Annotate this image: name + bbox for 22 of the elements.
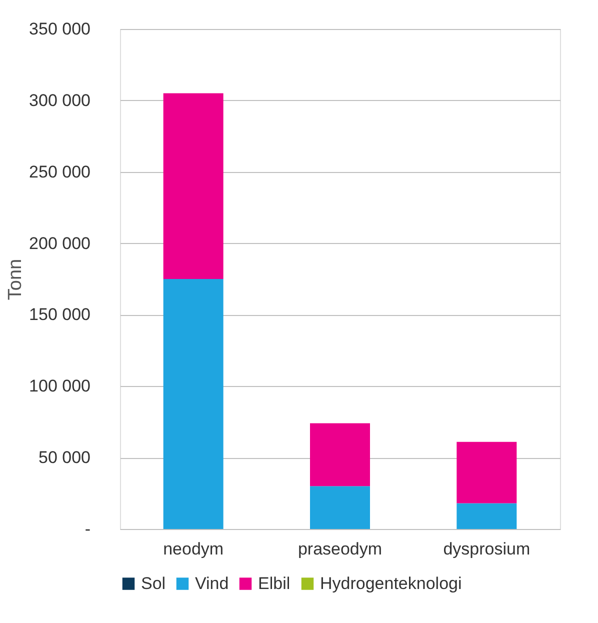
bar	[310, 486, 370, 529]
y-axis-title: Tonn	[5, 258, 26, 300]
x-tick-label: dysprosium	[443, 540, 530, 558]
legend-label: Elbil	[258, 574, 290, 593]
y-tick-label: 50 000	[38, 448, 90, 468]
legend-label: Sol	[141, 574, 166, 593]
y-tick-label: 100 000	[29, 376, 90, 396]
x-tick-label: praseodym	[298, 540, 382, 558]
legend-label: Hydrogenteknologi	[320, 574, 462, 593]
bar	[163, 279, 224, 529]
y-tick-label: 350 000	[29, 20, 90, 38]
x-tick-label: neodym	[163, 540, 224, 558]
y-tick-label: 250 000	[29, 162, 90, 182]
legend-label: Vind	[195, 574, 229, 593]
y-tick-label: 200 000	[29, 234, 90, 253]
bar	[310, 423, 370, 486]
y-tick-label: 300 000	[29, 90, 90, 110]
bar	[456, 503, 517, 529]
bar	[456, 442, 517, 504]
y-tick-label: -	[84, 520, 90, 538]
y-tick-label: 150 000	[29, 305, 90, 324]
bar	[163, 93, 224, 279]
